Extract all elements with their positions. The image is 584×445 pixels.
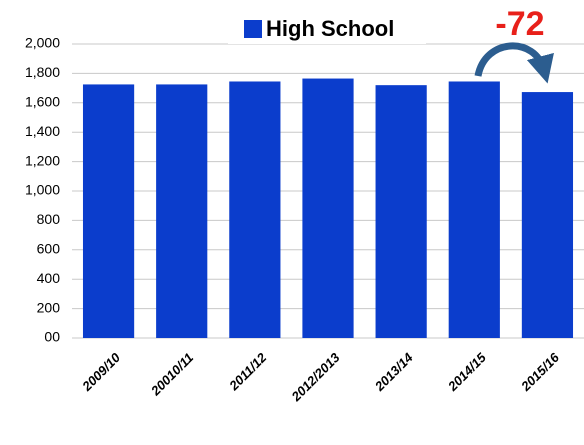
bar [521, 92, 574, 338]
x-tick-label: 20010/11 [147, 350, 196, 399]
y-tick-label: 400 [37, 270, 61, 286]
bar [448, 81, 500, 339]
bar [302, 78, 354, 339]
x-tick-label: 2009/10 [79, 349, 124, 394]
y-tick-label: 800 [37, 211, 61, 227]
x-tick-label: 2014/15 [444, 349, 489, 394]
y-tick-label: 1,800 [25, 64, 60, 80]
x-tick-label: 2015/16 [517, 349, 562, 394]
x-tick-label: 2013/14 [371, 349, 416, 394]
bar [156, 84, 208, 338]
x-tick-label: 2011/12 [226, 349, 270, 393]
y-tick-label: 200 [37, 299, 61, 315]
bars [82, 78, 574, 339]
legend-label: High School [266, 16, 394, 41]
y-tick-label: 1,200 [25, 152, 60, 168]
y-tick-label: 600 [37, 241, 61, 257]
y-tick-label: 1,400 [25, 123, 60, 139]
y-tick-label: 00 [44, 329, 60, 345]
bar [229, 81, 281, 339]
bar [375, 85, 427, 338]
legend-swatch [244, 20, 262, 38]
arrow [474, 42, 554, 84]
annotation: -72 [495, 5, 544, 43]
y-tick-label: 1,000 [25, 182, 60, 198]
y-tick-label: 1,600 [25, 94, 60, 110]
y-tick-label: 2,000 [25, 35, 60, 51]
x-tick-label: 2012/2013 [288, 349, 343, 404]
bar [82, 84, 135, 338]
